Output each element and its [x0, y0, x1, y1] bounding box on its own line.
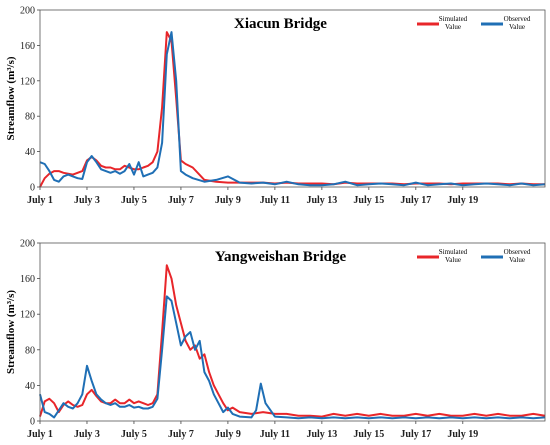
x-tick-label: July 5 — [121, 429, 147, 440]
x-tick-label: July 15 — [353, 429, 384, 440]
y-tick-label: 200 — [20, 239, 35, 250]
y-axis-label: Streamflow (m³/s) — [5, 56, 17, 140]
legend-label: Value — [445, 256, 461, 264]
y-tick-label: 120 — [20, 310, 35, 321]
legend-label: Value — [509, 23, 525, 31]
plot-frame — [39, 9, 546, 188]
x-tick-label: July 19 — [447, 195, 478, 206]
x-tick-label: July 9 — [215, 429, 241, 440]
plot-frame — [39, 242, 546, 422]
x-tick-label: July 7 — [168, 429, 194, 440]
series-line-observed — [39, 31, 546, 187]
chart-panel-2: 0 40 80 120 160 200 July 1 July 3 July 5 July 7 Ju… — [5, 239, 546, 440]
x-tick-label: July 5 — [121, 195, 147, 206]
legend-label: Value — [509, 256, 525, 264]
series-line-simulated — [39, 31, 545, 188]
chart-title: Yangweishan Bridge — [215, 249, 347, 265]
y-tick-label: 80 — [25, 345, 35, 356]
legend-label: Simulated — [439, 248, 468, 256]
x-tick-label: July 11 — [260, 195, 290, 206]
x-tick-label: July 19 — [447, 429, 478, 440]
y-tick-label: 160 — [20, 274, 35, 285]
x-tick-label: July 7 — [168, 195, 194, 206]
x-tick-label: July 3 — [74, 429, 100, 440]
chart-title: Xiacun Bridge — [234, 16, 327, 32]
y-axis-label: Streamflow (m³/s) — [5, 290, 17, 374]
y-tick-label: 0 — [30, 417, 35, 428]
legend-label: Observed — [504, 248, 531, 256]
y-tick-label: 120 — [20, 76, 35, 87]
legend-label: Simulated — [439, 15, 468, 23]
y-tick-label: 40 — [25, 147, 35, 158]
y-tick-label: 160 — [20, 41, 35, 52]
series-line-observed — [39, 295, 546, 420]
x-tick-label: July 17 — [400, 429, 431, 440]
x-tick-label: July 13 — [306, 195, 337, 206]
chart-panel-1: 0 40 80 120 160 200 July 1 July 3 July 5 July 7 Ju… — [5, 6, 546, 206]
x-tick-label: July 1 — [27, 429, 53, 440]
legend-label: Observed — [504, 15, 531, 23]
y-tick-label: 200 — [20, 6, 35, 17]
x-tick-label: July 9 — [215, 195, 241, 206]
series-line-simulated — [39, 264, 546, 418]
x-tick-label: July 1 — [27, 195, 53, 206]
y-tick-label: 0 — [30, 183, 35, 194]
x-tick-label: July 17 — [400, 195, 431, 206]
x-tick-label: July 15 — [353, 195, 384, 206]
x-tick-label: July 13 — [306, 429, 337, 440]
x-tick-label: July 3 — [74, 195, 100, 206]
y-tick-label: 40 — [25, 381, 35, 392]
y-tick-label: 80 — [25, 112, 35, 123]
legend-label: Value — [445, 23, 461, 31]
x-tick-label: July 11 — [260, 429, 290, 440]
